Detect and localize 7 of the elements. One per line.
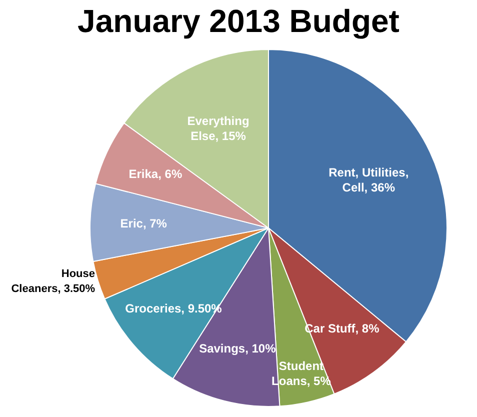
slice-label: Eric, 7% (120, 216, 168, 230)
slice-label: Rent, Utilities, Cell, 36% (328, 166, 409, 195)
chart-title: January 2013 Budget (76, 2, 400, 41)
slice-label: Erika, 6% (128, 167, 182, 182)
slice-label: Savings, 10% (199, 341, 276, 356)
slice-label: Everything Else, 15% (187, 114, 250, 144)
slice-label: House Cleaners, 3.50% (11, 268, 96, 295)
